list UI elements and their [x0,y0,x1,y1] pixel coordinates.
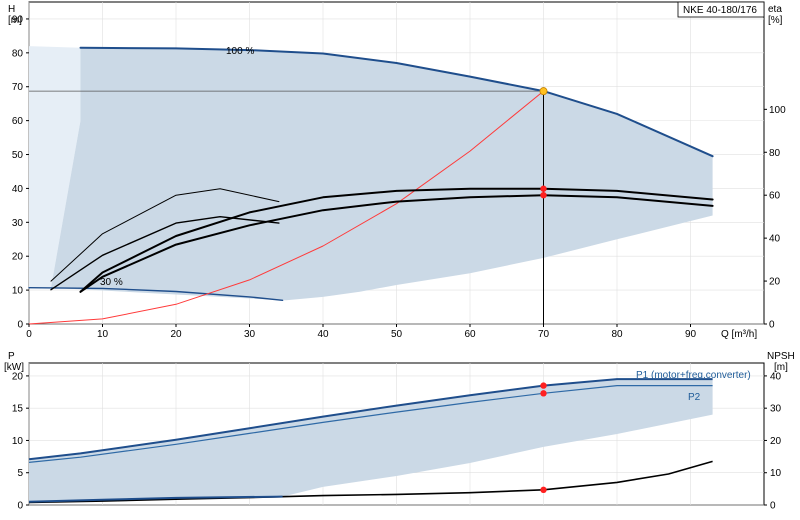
duty-point-head [539,87,548,96]
duty-point-p2 [540,390,547,397]
y-tick-label: 60 [12,116,24,127]
y-tick-label: 40 [12,184,24,195]
x-tick-label: 90 [685,329,697,340]
x-tick-label: 70 [538,329,550,340]
head-efficiency-panel: 0 10 20 30 40 50 60 70 80 90 0 10 20 30 40 50 60 70 80 90 0 2… [8,1,786,340]
x-tick-label: 20 [170,329,182,340]
p-tick-label: 10 [12,436,24,447]
head-curve-100 [79,46,714,158]
y-axis-unit-p: [kW] [4,362,24,373]
legend-p2-label: P2 [688,392,701,403]
y2-tick-label: 60 [769,191,781,202]
y-tick-label: 80 [12,48,24,59]
y2-axis-unit-npsh: [m] [774,362,788,373]
legend-p1-label: P1 (motor+freq.converter) [636,370,751,381]
top-ticks: 0 10 20 30 40 50 60 70 80 90 0 10 20 30 40 50 60 70 80 90 0 2… [12,14,786,340]
power-curve-p1 [28,378,713,461]
y2-tick-label: 40 [769,234,781,245]
y-tick-label: 0 [17,320,23,331]
y2-tick-label: 20 [769,277,781,288]
x-tick-label: 10 [97,329,109,340]
y2-axis-label-npsh: NPSH [767,351,795,362]
y-tick-label: 20 [12,252,24,263]
y2-axis-label-eta: eta [768,4,782,15]
y2-axis-unit-eta: [%] [768,15,783,26]
npsh-tick-label: 10 [770,468,782,479]
npsh-tick-label: 30 [770,404,782,415]
p-tick-label: 5 [17,468,23,479]
head-envelope-left-area [29,46,81,288]
duty-point-p1 [540,382,547,389]
top-series-group [28,46,714,325]
x-tick-label: 50 [391,329,403,340]
x-axis-label-q: Q [m³/h] [721,329,757,340]
y2-tick-label: 0 [769,320,775,331]
y2-tick-label: 100 [769,105,786,116]
x-tick-label: 40 [317,329,329,340]
efficiency-curve-min-p2 [50,216,280,291]
p-tick-label: 20 [12,371,24,382]
x-tick-label: 80 [611,329,623,340]
title-box [677,1,765,18]
power-envelope-area [29,379,713,502]
p-tick-label: 0 [17,501,23,512]
efficiency-curve-p2 [79,194,714,293]
efficiency-curve-p1 [79,187,714,293]
npsh-curve [28,460,713,504]
efficiency-curve-min-p1 [50,188,280,282]
p-tick-label: 15 [12,404,24,415]
y-axis-label-p: P [8,351,15,362]
y-tick-label: 30 [12,218,24,229]
duty-point-eta-p1 [540,185,547,192]
y-tick-label: 10 [12,286,24,297]
bottom-series-group [28,378,713,504]
y-tick-label: 70 [12,82,24,93]
x-tick-label: 60 [464,329,476,340]
y-tick-label: 90 [12,14,24,25]
y-tick-label: 50 [12,150,24,161]
power-curve-min [28,495,283,503]
power-curve-p2 [28,385,713,463]
npsh-tick-label: 40 [770,371,782,382]
head-curve-min [28,287,284,301]
duty-point-eta-p2 [540,192,547,199]
head-envelope-area [51,47,713,301]
power-npsh-panel: 0 5 10 15 20 0 10 20 30 40 P [kW] NPSH [m] P1 (mo… [4,351,795,512]
duty-point-npsh [540,486,547,494]
y2-tick-label: 80 [769,148,781,159]
system-curve [28,90,544,325]
annotation-100-percent: 100 % [226,46,254,57]
npsh-tick-label: 20 [770,436,782,447]
x-tick-label: 0 [26,329,32,340]
annotation-30-percent: 30 % [100,277,123,288]
npsh-tick-label: 0 [770,501,776,512]
y-axis-unit-h: [m] [8,15,22,26]
bottom-ticks: 0 5 10 15 20 0 10 20 30 40 [12,371,782,511]
chart-title: NKE 40-180/176 [683,5,757,16]
x-tick-label: 30 [244,329,256,340]
y-axis-label-h: H [8,4,15,15]
